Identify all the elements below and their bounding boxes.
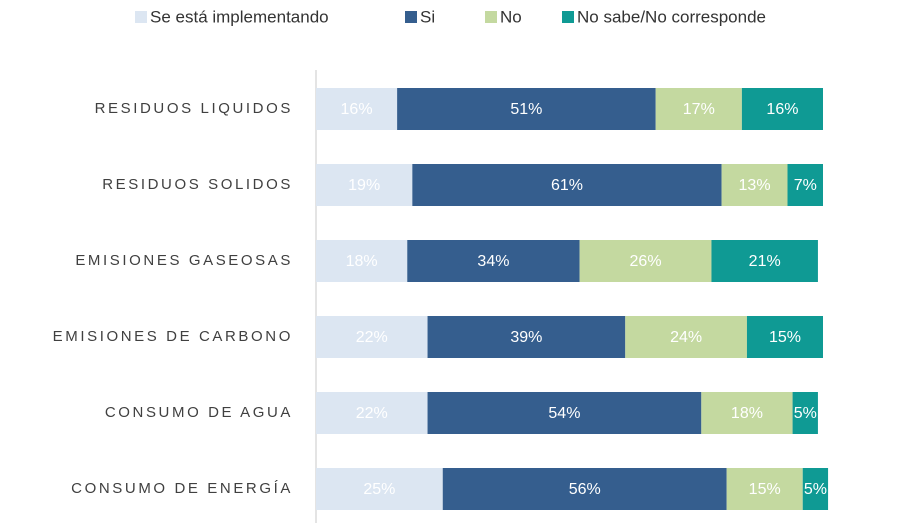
data-label: 5% — [804, 481, 827, 498]
data-label: 26% — [630, 253, 662, 270]
legend-swatch — [405, 11, 417, 23]
data-label: 16% — [766, 101, 798, 118]
data-label: 17% — [683, 101, 715, 118]
legend-swatch — [562, 11, 574, 23]
data-label: 18% — [346, 253, 378, 270]
data-label: 19% — [348, 177, 380, 194]
bar-segment — [741, 88, 823, 130]
category-label: EMISIONES GASEOSAS — [75, 252, 293, 269]
data-label: 21% — [749, 253, 781, 270]
legend-label: No — [500, 7, 522, 26]
bar-segment — [625, 316, 747, 358]
data-label: 15% — [749, 481, 781, 498]
legend-swatch — [485, 11, 497, 23]
bar-segment — [397, 88, 656, 130]
category-label: RESIDUOS LIQUIDOS — [95, 100, 293, 117]
bar-segment — [721, 164, 788, 206]
bar-segment — [412, 164, 722, 206]
bar-segment — [316, 468, 443, 510]
bar-segment — [655, 88, 742, 130]
bar-segment — [316, 88, 398, 130]
data-label: 16% — [341, 101, 373, 118]
bar-segment — [802, 468, 829, 510]
category-label: CONSUMO DE ENERGÍA — [71, 480, 293, 497]
legend-label: No sabe/No corresponde — [577, 7, 766, 26]
category-label: RESIDUOS SOLIDOS — [102, 176, 293, 193]
bar-segment — [407, 240, 580, 282]
bar-segment — [787, 164, 823, 206]
bar-segment — [427, 392, 702, 434]
bar-segment — [316, 240, 408, 282]
bar-segment — [316, 392, 428, 434]
bar-segment — [746, 316, 823, 358]
bar-segment — [726, 468, 803, 510]
data-label: 39% — [510, 329, 542, 346]
data-label: 22% — [356, 329, 388, 346]
category-label: EMISIONES DE CARBONO — [53, 328, 293, 345]
legend-swatch — [135, 11, 147, 23]
bar-segment — [442, 468, 727, 510]
data-label: 51% — [510, 101, 542, 118]
bar-segment — [316, 316, 428, 358]
data-label: 5% — [794, 405, 817, 422]
data-label: 24% — [670, 329, 702, 346]
data-label: 15% — [769, 329, 801, 346]
bar-segment — [427, 316, 626, 358]
data-label: 7% — [794, 177, 817, 194]
bar-segment — [701, 392, 793, 434]
data-label: 22% — [356, 405, 388, 422]
data-label: 56% — [569, 481, 601, 498]
data-label: 13% — [739, 177, 771, 194]
legend-label: Si — [420, 7, 435, 26]
bar-segment — [316, 164, 413, 206]
data-label: 54% — [548, 405, 580, 422]
bar-segment — [579, 240, 712, 282]
data-label: 25% — [363, 481, 395, 498]
bar-segment — [792, 392, 818, 434]
data-label: 18% — [731, 405, 763, 422]
data-label: 61% — [551, 177, 583, 194]
category-label: CONSUMO DE AGUA — [105, 404, 293, 421]
data-label: 34% — [477, 253, 509, 270]
legend-label: Se está implementando — [150, 7, 329, 26]
bar-segment — [711, 240, 818, 282]
